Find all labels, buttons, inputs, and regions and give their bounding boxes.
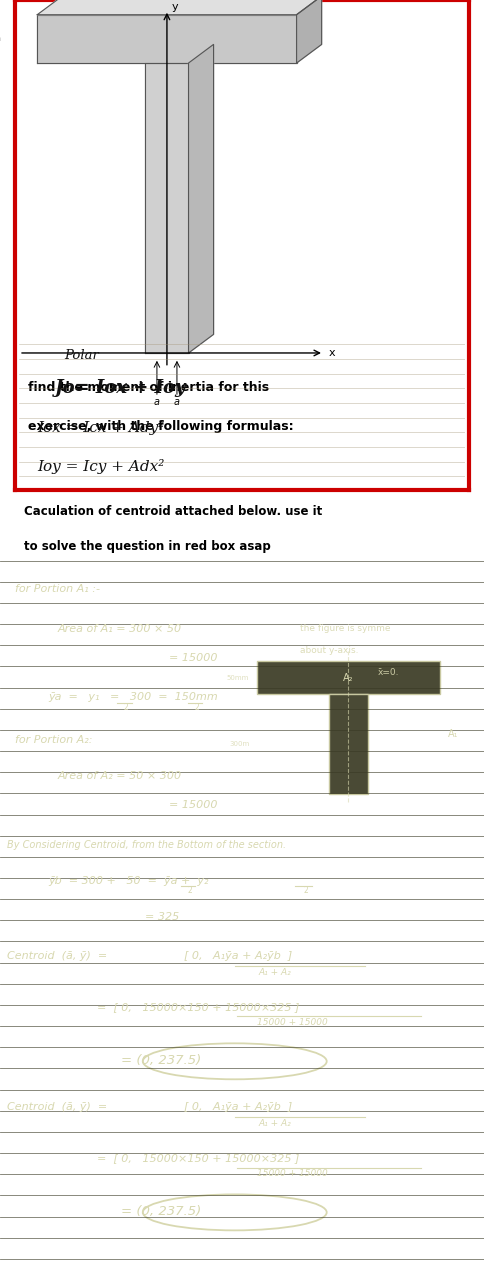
- Polygon shape: [37, 0, 321, 14]
- Text: Polar: Polar: [64, 349, 99, 362]
- Text: [ 0,   A₁ȳa + A₂ȳb  ]: [ 0, A₁ȳa + A₂ȳb ]: [184, 1102, 292, 1112]
- Polygon shape: [297, 0, 321, 63]
- Text: Jo= Iox + Ioy: Jo= Iox + Ioy: [55, 379, 186, 397]
- Text: exercise, with the following formulas:: exercise, with the following formulas:: [28, 420, 294, 433]
- Text: 2: 2: [188, 886, 193, 895]
- Text: Area of A₁ = 300 × 50: Area of A₁ = 300 × 50: [58, 623, 182, 634]
- Text: the figure is symme: the figure is symme: [300, 625, 391, 634]
- Text: [ 0,   A₁ȳa + A₂ȳb  ]: [ 0, A₁ȳa + A₂ȳb ]: [184, 951, 292, 961]
- Text: A₁ + A₂: A₁ + A₂: [259, 968, 292, 977]
- Text: = 15000: = 15000: [169, 653, 218, 663]
- Text: a: a: [174, 397, 180, 407]
- Text: By Considering Centroid, from the Bottom of the section.: By Considering Centroid, from the Bottom…: [7, 840, 287, 850]
- Text: Centroid  (ā, ȳ)  =: Centroid (ā, ȳ) =: [7, 951, 107, 961]
- Text: = 325: = 325: [145, 911, 180, 922]
- Polygon shape: [189, 45, 213, 353]
- Text: = (0, 237.5): = (0, 237.5): [121, 1055, 201, 1068]
- Text: 300m: 300m: [229, 741, 249, 748]
- Text: ȳa  =   y₁   =   300  =  150mm: ȳa = y₁ = 300 = 150mm: [48, 692, 218, 703]
- Text: A₁: A₁: [448, 730, 458, 739]
- Text: a: a: [154, 397, 160, 407]
- Bar: [257, 662, 440, 694]
- Text: for Portion A₂:: for Portion A₂:: [15, 736, 92, 745]
- Text: for Portion A₁ :-: for Portion A₁ :-: [15, 585, 100, 594]
- Text: find the moment of inertia for this: find the moment of inertia for this: [28, 380, 269, 394]
- Text: 50mm: 50mm: [227, 675, 249, 681]
- Polygon shape: [145, 63, 189, 353]
- Text: A₁ + A₂: A₁ + A₂: [259, 1119, 292, 1128]
- Text: ȳb  = 300 +   50  =  ȳa +  y₂: ȳb = 300 + 50 = ȳa + y₂: [48, 876, 209, 886]
- Text: = 15000: = 15000: [169, 800, 218, 810]
- Text: 50 mm: 50 mm: [0, 35, 1, 44]
- Text: about y-axis.: about y-axis.: [300, 646, 359, 655]
- Text: 2: 2: [123, 703, 128, 712]
- Bar: [329, 694, 368, 795]
- Text: to solve the question in red box asap: to solve the question in red box asap: [24, 540, 271, 553]
- Text: Ioy = Icy + Adx²: Ioy = Icy + Adx²: [37, 458, 165, 474]
- Text: 2: 2: [195, 703, 199, 712]
- Text: Iox = Icx + Ady²: Iox = Icx + Ady²: [37, 420, 165, 435]
- Text: x̄=0.: x̄=0.: [378, 668, 399, 677]
- Text: 2: 2: [304, 886, 309, 895]
- Text: =  [ 0,   15000×150 + 15000×325 ]: = [ 0, 15000×150 + 15000×325 ]: [97, 1153, 299, 1162]
- Text: Area of A₂ = 50 × 300: Area of A₂ = 50 × 300: [58, 772, 182, 782]
- Text: Caculation of centroid attached below. use it: Caculation of centroid attached below. u…: [24, 504, 322, 518]
- Text: A₂: A₂: [343, 672, 354, 682]
- Text: =  [ 0,   15000×150 + 15000×325 ]: = [ 0, 15000×150 + 15000×325 ]: [97, 1002, 299, 1011]
- Text: = (0, 237.5): = (0, 237.5): [121, 1206, 201, 1219]
- Text: Centroid  (ā, ȳ)  =: Centroid (ā, ȳ) =: [7, 1102, 107, 1112]
- Text: 15000 + 15000: 15000 + 15000: [257, 1019, 327, 1028]
- Polygon shape: [37, 14, 297, 63]
- Text: 300 mm: 300 mm: [0, 204, 1, 212]
- Text: 15000 + 15000: 15000 + 15000: [257, 1170, 327, 1179]
- Text: y: y: [171, 3, 178, 13]
- Text: x: x: [329, 348, 335, 358]
